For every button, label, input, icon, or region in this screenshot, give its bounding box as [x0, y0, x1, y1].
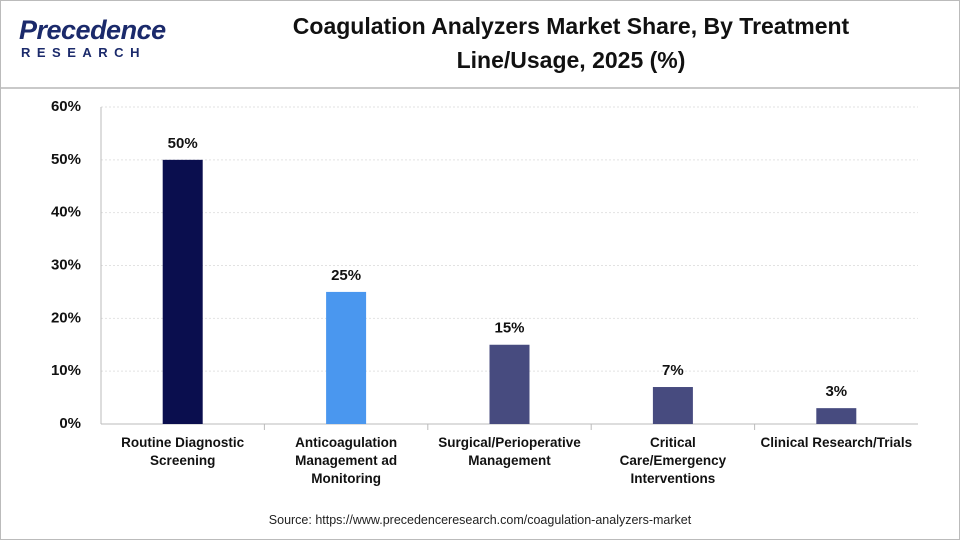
- header-rule: [1, 87, 959, 89]
- y-tick-label: 10%: [51, 362, 81, 379]
- y-tick-label: 30%: [51, 256, 81, 273]
- value-label: 3%: [825, 383, 847, 400]
- logo-tagline: RESEARCH: [21, 45, 146, 60]
- x-tick-label: Critical Care/Emergency Interventions: [619, 435, 727, 486]
- y-tick-label: 50%: [51, 151, 81, 168]
- value-label: 15%: [494, 320, 524, 337]
- bar: [652, 387, 693, 424]
- bar: [162, 159, 203, 425]
- source: Source: https://www.precedenceresearch.c…: [268, 513, 692, 527]
- logo-name: Precedence: [19, 15, 166, 45]
- value-label: 50%: [168, 135, 198, 152]
- x-tick-label: Routine Diagnostic Screening: [121, 435, 245, 468]
- y-tick-label: 0%: [59, 415, 81, 432]
- bar: [816, 408, 857, 424]
- chart-title: Coagulation Analyzers Market Share, By T…: [292, 13, 850, 73]
- y-tick-label: 60%: [51, 98, 81, 115]
- y-tick-label: 20%: [51, 309, 81, 326]
- bar: [489, 344, 530, 424]
- x-tick-label: Surgical/Perioperative Management: [438, 435, 581, 468]
- y-tick-label: 40%: [51, 204, 81, 221]
- x-tick-label: Clinical Research/Trials: [760, 435, 913, 450]
- x-tick-label: Anticoagulation Management ad Monitoring: [295, 435, 398, 486]
- value-label: 7%: [662, 362, 684, 379]
- bar: [326, 291, 367, 424]
- value-label: 25%: [331, 267, 361, 284]
